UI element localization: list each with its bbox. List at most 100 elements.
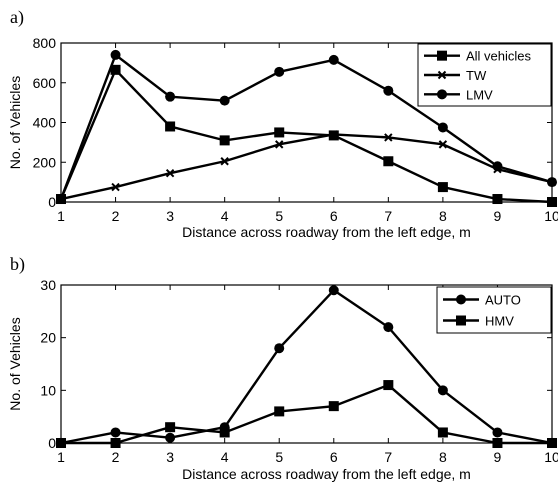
panel-1: b) 1 2 3 4 5 6 7 8 9 10 0 10 20 30 Distance across road… [7,254,558,482]
data-point [274,406,285,417]
y-tick-label: 10 [40,382,56,398]
series-hmv [56,380,557,448]
data-point [165,432,176,443]
x-tick-label: 1 [57,449,65,465]
data-point [56,438,66,448]
data-point [274,343,285,354]
legend-label: TW [466,68,487,83]
data-point [547,177,557,188]
series-tw [56,130,557,204]
data-point [165,121,176,132]
x-tick-label: 7 [384,208,392,224]
data-point [437,427,448,438]
data-point [384,133,393,142]
legend-label: AUTO [485,293,521,308]
legend-marker [437,70,447,80]
data-point [165,422,176,433]
y-tick-label: 30 [40,277,56,293]
data-point [274,127,285,138]
series-line [59,53,553,200]
data-point [437,182,448,193]
x-tick-label: 5 [275,208,283,224]
series-lmv [56,49,557,205]
x-tick-label: 5 [275,449,283,465]
x-tick-label: 8 [439,208,447,224]
x-tick-label: 6 [330,449,338,465]
data-point [110,438,121,448]
data-point [219,95,230,106]
data-point [165,91,176,102]
x-tick-label: 9 [494,449,502,465]
panel-label: a) [10,7,24,28]
plot-frame [60,284,553,444]
legend: AUTO HMV [436,286,552,334]
data-point [219,427,230,438]
y-axis-label: No. of Vehicles [7,317,23,410]
x-tick-label: 6 [330,208,338,224]
data-point [328,401,339,412]
data-point [437,122,448,133]
data-point [275,140,284,149]
x-tick-label: 10 [544,208,558,224]
data-point [383,322,394,333]
x-axis-label: Distance across roadway from the left ed… [182,224,471,240]
data-point [328,54,339,65]
x-tick-label: 4 [221,449,229,465]
data-point [492,194,503,205]
y-tick-label: 20 [40,330,56,346]
series-line [60,133,553,201]
legend-marker [437,50,447,61]
x-tick-label: 3 [166,449,174,465]
y-tick-label: 800 [33,35,57,51]
data-point [437,385,448,396]
x-tick-label: 1 [57,208,65,224]
data-point [328,285,339,296]
data-point [220,157,229,166]
data-point [56,194,66,205]
x-tick-label: 2 [112,208,120,224]
data-point [110,64,121,75]
y-axis-label: No. of Vehicles [7,76,23,169]
data-point [547,438,557,448]
x-tick-label: 8 [439,449,447,465]
legend: All vehicles TW LMV [417,43,552,107]
y-tick-label: 0 [48,194,56,210]
legend-label: HMV [485,314,514,329]
x-tick-label: 2 [112,449,120,465]
data-point [329,130,338,139]
data-point [274,66,285,77]
data-point [165,168,175,178]
data-point [219,135,230,146]
series-line [59,68,553,204]
data-point [110,427,121,438]
y-tick-label: 400 [33,115,57,131]
x-tick-label: 7 [384,449,392,465]
legend-marker [437,89,447,100]
x-tick-label: 4 [221,208,229,224]
data-point [383,380,394,391]
x-tick-label: 9 [494,208,502,224]
x-tick-label: 3 [166,208,174,224]
panel-label: b) [10,254,25,275]
legend-marker [456,315,466,326]
data-point [492,427,503,438]
legend-label: LMV [466,87,493,102]
legend-label: All vehicles [466,49,532,64]
data-point [383,156,394,167]
y-tick-label: 0 [48,435,56,451]
panel-0: a) 1 2 3 4 5 6 7 8 9 10 0 200 400 600 800 Distance acros… [7,7,558,240]
x-axis-label: Distance across roadway from the left ed… [182,466,471,482]
legend-marker [456,294,466,305]
data-point [110,49,121,60]
y-tick-label: 200 [33,154,57,170]
data-point [547,197,557,207]
data-point [492,438,503,448]
data-point [438,140,448,149]
series-line [61,383,552,445]
data-point [111,182,120,192]
x-tick-label: 10 [544,449,558,465]
data-point [492,161,503,172]
data-point [383,85,394,96]
y-tick-label: 600 [33,75,57,91]
